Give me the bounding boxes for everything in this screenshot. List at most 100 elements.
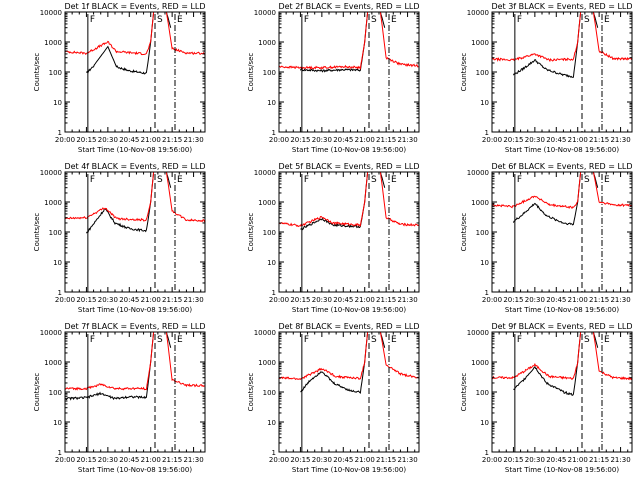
x-tick-label: 21:15 <box>376 296 396 304</box>
y-tick-label: 1 <box>58 129 62 137</box>
x-tick-label: 20:00 <box>482 296 502 304</box>
x-tick-label: 21:30 <box>397 136 417 144</box>
x-tick-label: 20:00 <box>55 296 75 304</box>
x-axis-label: Start Time (10-Nov-08 19:56:00) <box>78 466 192 474</box>
plot-frame <box>278 11 420 133</box>
time-marker-label: S <box>157 175 163 185</box>
plot-frame <box>491 11 633 133</box>
plot-frame <box>278 331 420 453</box>
x-tick-label: 21:00 <box>568 296 588 304</box>
time-marker-label: E <box>177 175 183 185</box>
y-tick-label: 1 <box>485 129 489 137</box>
lld-series-line <box>278 11 420 70</box>
x-tick-label: 21:30 <box>183 456 203 464</box>
y-tick-label: 10 <box>480 99 489 107</box>
x-axis-label: Start Time (10-Nov-08 19:56:00) <box>78 306 192 314</box>
x-axis-label: Start Time (10-Nov-08 19:56:00) <box>292 146 406 154</box>
panel-title: Det 5f BLACK = Events, RED = LLD <box>278 162 419 171</box>
x-tick-label: 21:00 <box>355 456 375 464</box>
time-marker-label: S <box>371 15 377 25</box>
x-tick-label: 20:45 <box>546 296 566 304</box>
x-tick-label: 20:15 <box>290 296 310 304</box>
y-tick-label: 10 <box>267 419 276 427</box>
time-marker-label: E <box>604 335 610 345</box>
x-tick-label: 20:45 <box>119 296 139 304</box>
time-marker-label: F <box>517 175 522 185</box>
y-axis-label: Counts/sec <box>247 53 255 92</box>
x-axis-label: Start Time (10-Nov-08 19:56:00) <box>505 466 619 474</box>
time-marker-label: S <box>584 15 590 25</box>
x-tick-label: 20:30 <box>525 296 545 304</box>
y-tick-label: 1 <box>485 289 489 297</box>
y-tick-label: 1 <box>272 289 276 297</box>
x-tick-label: 20:45 <box>119 136 139 144</box>
x-tick-label: 21:15 <box>589 136 609 144</box>
time-marker-label: S <box>157 335 163 345</box>
y-tick-label: 10000 <box>254 329 276 337</box>
x-tick-label: 21:00 <box>141 456 161 464</box>
y-tick-label: 100 <box>476 389 489 397</box>
x-tick-label: 20:45 <box>333 136 353 144</box>
time-marker-label: E <box>177 335 183 345</box>
y-axis-label: Counts/sec <box>33 373 41 412</box>
time-marker-label: E <box>604 15 610 25</box>
detector-panel: Det 6f BLACK = Events, RED = LLD F S E 1 10 10… <box>460 162 633 314</box>
lld-series-line <box>491 171 633 210</box>
x-tick-label: 20:15 <box>76 296 96 304</box>
x-axis-label: Start Time (10-Nov-08 19:56:00) <box>292 306 406 314</box>
x-tick-label: 21:15 <box>589 456 609 464</box>
time-marker-label: E <box>604 175 610 185</box>
y-tick-label: 1 <box>272 129 276 137</box>
y-tick-label: 1000 <box>258 39 276 47</box>
lld-series-line <box>278 331 420 381</box>
time-marker-label: F <box>304 15 309 25</box>
time-marker-label: S <box>157 15 163 25</box>
lld-series-line <box>491 11 633 63</box>
x-tick-label: 21:00 <box>141 296 161 304</box>
x-tick-label: 20:00 <box>55 456 75 464</box>
y-tick-label: 10000 <box>40 9 62 17</box>
y-tick-label: 100 <box>263 389 276 397</box>
time-marker-label: E <box>177 15 183 25</box>
y-tick-label: 10 <box>53 259 62 267</box>
x-tick-label: 21:15 <box>376 456 396 464</box>
x-tick-label: 20:30 <box>98 456 118 464</box>
time-marker-label: F <box>517 335 522 345</box>
x-tick-label: 20:30 <box>312 136 332 144</box>
x-tick-label: 21:30 <box>397 456 417 464</box>
time-marker-label: F <box>90 15 95 25</box>
x-tick-label: 21:30 <box>610 296 630 304</box>
x-tick-label: 21:30 <box>183 296 203 304</box>
time-marker-label: E <box>391 335 397 345</box>
x-tick-label: 20:45 <box>333 456 353 464</box>
x-tick-label: 21:15 <box>162 456 182 464</box>
plot-frame <box>491 331 633 453</box>
x-axis-label: Start Time (10-Nov-08 19:56:00) <box>78 146 192 154</box>
y-tick-label: 10000 <box>40 169 62 177</box>
panel-title: Det 3f BLACK = Events, RED = LLD <box>491 2 632 11</box>
x-axis-label: Start Time (10-Nov-08 19:56:00) <box>505 306 619 314</box>
panel-title: Det 2f BLACK = Events, RED = LLD <box>278 2 419 11</box>
detector-panel: Det 5f BLACK = Events, RED = LLD F S E 1 10 10… <box>247 162 420 314</box>
x-tick-label: 20:00 <box>482 136 502 144</box>
y-axis-label: Counts/sec <box>33 53 41 92</box>
panel-title: Det 1f BLACK = Events, RED = LLD <box>64 2 205 11</box>
y-tick-label: 10 <box>53 419 62 427</box>
detector-panel: Det 2f BLACK = Events, RED = LLD F S E 1 10 10… <box>247 2 420 154</box>
panel-title: Det 8f BLACK = Events, RED = LLD <box>278 322 419 331</box>
x-tick-label: 21:15 <box>162 296 182 304</box>
y-tick-label: 1000 <box>471 199 489 207</box>
panel-title: Det 4f BLACK = Events, RED = LLD <box>64 162 205 171</box>
y-tick-label: 1000 <box>471 359 489 367</box>
y-tick-label: 10 <box>480 259 489 267</box>
y-tick-label: 100 <box>49 69 62 77</box>
y-tick-label: 10 <box>267 99 276 107</box>
detector-panel: Det 9f BLACK = Events, RED = LLD F S E 1 10 10… <box>460 322 633 474</box>
lld-series-line <box>492 331 633 381</box>
y-tick-label: 1 <box>58 449 62 457</box>
x-tick-label: 20:00 <box>482 456 502 464</box>
x-tick-label: 20:00 <box>269 296 289 304</box>
y-axis-label: Counts/sec <box>460 213 468 252</box>
detector-panel: Det 7f BLACK = Events, RED = LLD F S E 1 10 10… <box>33 322 206 474</box>
y-tick-label: 10000 <box>40 329 62 337</box>
